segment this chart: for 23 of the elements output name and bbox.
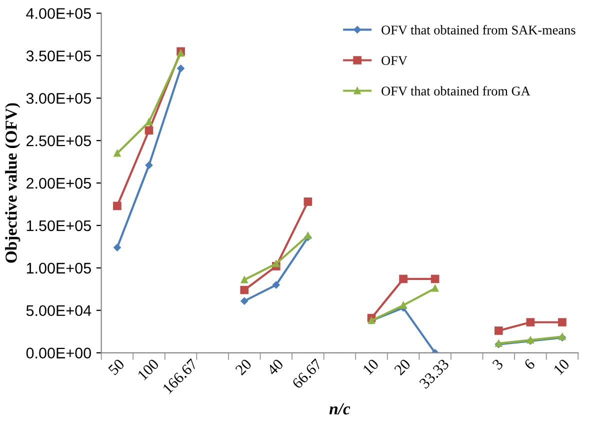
x-tick-label: 10: [362, 358, 380, 376]
y-tick-label: 5.00E+04: [26, 305, 92, 316]
legend-label: OFV that obtained from GA: [382, 86, 530, 96]
y-tick-label: 3.50E+05: [26, 50, 91, 62]
x-tick-label: 3: [492, 358, 504, 370]
x-tick-label: 20: [394, 358, 411, 376]
y-tick-label: 4.00E+05: [26, 8, 91, 19]
x-axis-title: n/c: [329, 403, 350, 414]
x-tick-label: 20: [234, 358, 252, 376]
x-tick-label: 50: [108, 358, 125, 376]
y-tick-label: 3.00E+05: [26, 92, 91, 104]
y-tick-label: 2.00E+05: [26, 178, 91, 189]
y-tick-label: 1.50E+05: [26, 220, 91, 232]
legend-label: OFV: [382, 56, 408, 66]
legend-label: OFV that obtained from SAK-means: [382, 25, 576, 35]
y-tick-label: 2.50E+05: [26, 135, 91, 146]
x-tick-label: 10: [553, 358, 570, 376]
y-tick-label: 1.00E+05: [26, 262, 91, 274]
y-tick-label: 0.00E+00: [26, 348, 92, 358]
x-tick-label: 40: [266, 358, 284, 376]
x-tick-label: 100: [137, 358, 160, 381]
y-axis-title: Objective value (OFV): [5, 103, 20, 263]
x-tick-label: 6: [524, 358, 536, 370]
